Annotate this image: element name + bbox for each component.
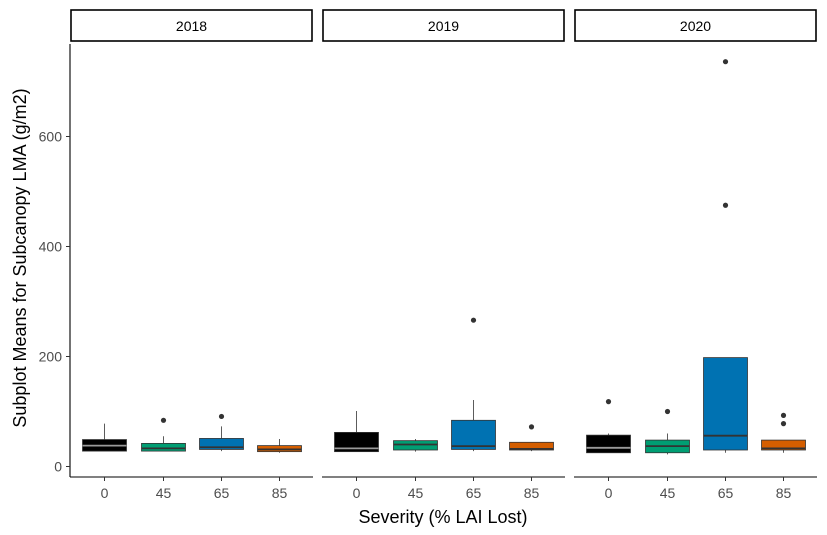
- x-tick-label: 0: [101, 485, 109, 501]
- x-tick-label: 65: [214, 485, 230, 501]
- outlier-point: [218, 413, 225, 420]
- box-iqr: [703, 357, 748, 451]
- facet-strip-label: 2020: [680, 18, 711, 34]
- outlier-point: [528, 424, 535, 430]
- box-iqr: [334, 431, 379, 453]
- box-2018-0: [82, 423, 127, 452]
- box-2019-0: [334, 410, 379, 453]
- y-tick-label: 600: [39, 129, 63, 145]
- x-axis-title: Severity (% LAI Lost): [358, 507, 527, 527]
- box-2019-85: [509, 424, 554, 452]
- box-2020-85: [761, 412, 806, 453]
- y-tick-label: 400: [39, 239, 63, 255]
- facet-strip-label: 2019: [428, 18, 459, 34]
- x-tick-label: 0: [605, 485, 613, 501]
- x-tick-label: 0: [353, 485, 361, 501]
- x-tick-label: 85: [524, 485, 540, 501]
- facet-panel-2020: 2020 0 45 65 85: [574, 9, 817, 501]
- facet-panel-2018: 2018 0 45 65 85: [70, 9, 313, 501]
- box-iqr: [586, 434, 631, 454]
- box-2020-0: [586, 399, 631, 454]
- box-2020-45: [645, 408, 690, 455]
- x-tick-label: 85: [272, 485, 288, 501]
- box-iqr: [761, 439, 806, 451]
- x-tick-label: 85: [776, 485, 792, 501]
- facet-panel-2019: 2019 0 45 65 85: [322, 9, 565, 501]
- x-tick-label: 45: [660, 485, 676, 501]
- facet-strip: [574, 9, 817, 42]
- box-2018-65: [199, 413, 244, 452]
- y-axis: 0 200 400 600: [39, 44, 71, 477]
- box-2020-65: [703, 59, 748, 453]
- facet-strip: [70, 9, 313, 42]
- box-2018-45: [141, 417, 186, 452]
- box-iqr: [509, 441, 554, 451]
- box-iqr: [451, 419, 496, 450]
- outlier-point: [780, 421, 787, 427]
- box-2018-85: [257, 439, 302, 453]
- x-tick-label: 45: [156, 485, 172, 501]
- y-axis-title: Subplot Means for Subcanopy LMA (g/m2): [10, 88, 30, 427]
- x-tick-label: 65: [718, 485, 734, 501]
- facet-strip-label: 2018: [176, 18, 207, 34]
- x-tick-label: 45: [408, 485, 424, 501]
- outlier-point: [160, 417, 167, 423]
- box-iqr: [141, 442, 186, 452]
- outlier-point: [722, 59, 729, 65]
- outlier-point: [722, 202, 729, 208]
- y-tick-label: 200: [39, 349, 63, 365]
- box-2019-45: [393, 439, 438, 452]
- box-iqr: [199, 438, 244, 450]
- box-2019-65: [451, 317, 496, 452]
- facet-panels: 2018 0 45 65 85 2019 0 45 65 85 2020 0 45 65 85: [70, 9, 817, 501]
- x-tick-label: 65: [466, 485, 482, 501]
- outlier-point: [470, 317, 477, 323]
- outlier-point: [780, 412, 787, 418]
- outlier-point: [664, 408, 671, 415]
- outlier-point: [605, 399, 612, 405]
- facet-strip: [322, 9, 565, 42]
- y-tick-label: 0: [54, 459, 62, 475]
